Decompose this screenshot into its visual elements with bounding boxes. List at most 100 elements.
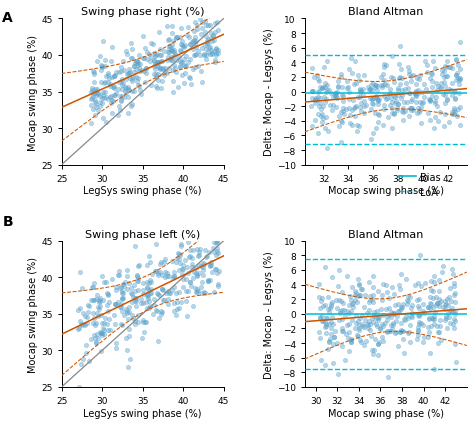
Point bbox=[325, 88, 333, 95]
Point bbox=[424, 304, 432, 310]
Point bbox=[379, 312, 387, 319]
Point bbox=[198, 20, 205, 27]
Point bbox=[376, 325, 383, 332]
Point bbox=[130, 63, 138, 70]
Point bbox=[125, 88, 133, 95]
Point bbox=[162, 290, 170, 297]
Point bbox=[174, 85, 182, 92]
Point bbox=[201, 261, 208, 268]
Point bbox=[146, 287, 153, 294]
Point bbox=[153, 72, 160, 79]
Point bbox=[78, 285, 86, 292]
Point bbox=[175, 256, 182, 263]
Point bbox=[329, 360, 337, 367]
Point bbox=[451, 299, 458, 306]
Point bbox=[352, 289, 359, 296]
Point bbox=[439, 92, 447, 98]
Point bbox=[338, 85, 346, 92]
Point bbox=[430, 273, 438, 280]
Point bbox=[201, 247, 209, 254]
X-axis label: LegSys swing phase (%): LegSys swing phase (%) bbox=[83, 408, 202, 418]
Point bbox=[190, 38, 197, 45]
Point bbox=[168, 287, 176, 294]
Point bbox=[145, 280, 153, 286]
Point bbox=[188, 264, 196, 270]
Point bbox=[155, 64, 163, 71]
Point bbox=[388, 105, 396, 112]
Point bbox=[395, 282, 403, 289]
Point bbox=[318, 111, 325, 118]
Point bbox=[419, 301, 427, 307]
Point bbox=[330, 334, 337, 341]
Point bbox=[187, 283, 194, 290]
Point bbox=[335, 283, 342, 289]
Point bbox=[128, 299, 136, 306]
Point bbox=[77, 360, 85, 367]
Point bbox=[169, 89, 176, 96]
Point bbox=[438, 68, 446, 75]
Point bbox=[392, 302, 399, 309]
Point bbox=[441, 63, 449, 70]
Point bbox=[118, 304, 125, 310]
Point bbox=[420, 95, 428, 101]
Point bbox=[355, 281, 363, 288]
Point bbox=[348, 108, 356, 114]
Point bbox=[178, 73, 185, 80]
Point bbox=[336, 310, 344, 317]
Point bbox=[375, 112, 383, 119]
Point bbox=[173, 255, 181, 261]
Point bbox=[134, 76, 141, 83]
Point bbox=[448, 305, 456, 312]
Point bbox=[122, 306, 129, 313]
Point bbox=[143, 284, 150, 291]
Point bbox=[390, 111, 398, 118]
Point bbox=[372, 315, 380, 322]
Point bbox=[87, 102, 94, 109]
Point bbox=[340, 93, 347, 100]
Point bbox=[391, 94, 399, 101]
Point bbox=[116, 108, 123, 115]
Point bbox=[368, 347, 376, 353]
Point bbox=[399, 87, 406, 94]
Point bbox=[356, 337, 364, 344]
Point bbox=[325, 321, 333, 328]
Point bbox=[121, 279, 128, 286]
Point bbox=[415, 305, 422, 312]
Point bbox=[89, 297, 97, 304]
Point bbox=[354, 299, 361, 306]
Point bbox=[440, 74, 447, 81]
Point bbox=[94, 313, 101, 320]
Point bbox=[404, 99, 411, 106]
Point bbox=[363, 321, 371, 328]
Point bbox=[125, 333, 133, 340]
Point bbox=[197, 52, 204, 59]
Point bbox=[336, 307, 344, 314]
Point bbox=[394, 312, 401, 319]
Point bbox=[443, 313, 450, 319]
Point bbox=[176, 47, 183, 54]
Point bbox=[151, 66, 159, 73]
Point bbox=[147, 279, 155, 286]
Point bbox=[165, 290, 173, 297]
Point bbox=[308, 95, 316, 102]
Text: A: A bbox=[2, 11, 13, 25]
Point bbox=[138, 68, 146, 74]
Point bbox=[388, 99, 396, 106]
Point bbox=[210, 34, 217, 40]
Point bbox=[380, 107, 388, 114]
Point bbox=[347, 297, 355, 304]
Point bbox=[396, 74, 404, 81]
Point bbox=[179, 59, 186, 66]
Point bbox=[449, 321, 457, 328]
Point bbox=[140, 329, 148, 335]
Point bbox=[161, 66, 169, 73]
Point bbox=[314, 130, 321, 137]
Point bbox=[337, 139, 345, 146]
Point bbox=[385, 311, 393, 318]
Point bbox=[110, 86, 118, 92]
Point bbox=[157, 311, 165, 318]
Point bbox=[413, 100, 420, 107]
Point bbox=[124, 94, 132, 101]
Point bbox=[339, 109, 347, 116]
Point bbox=[456, 123, 464, 129]
